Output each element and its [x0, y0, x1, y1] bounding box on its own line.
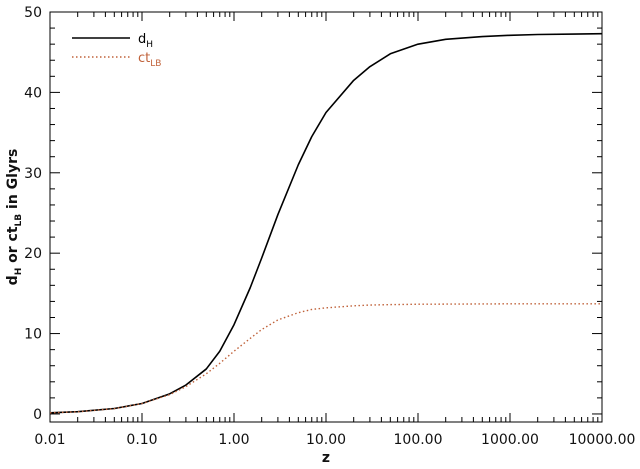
x-tick-label: 0.01 — [34, 432, 65, 448]
axis-ticks: 0.01 0.10 1.00 10.00 100.00 1000.00 10000.00 0 1… — [24, 5, 635, 448]
plot-frame — [49, 11, 603, 423]
y-tick-label: 30 — [24, 166, 42, 182]
x-tick-label: 10000.00 — [569, 432, 636, 448]
series-ctlb-line — [49, 303, 602, 414]
x-axis-title: z — [322, 450, 330, 466]
x-tick-label: 1000.00 — [481, 432, 539, 448]
series-dh-line — [49, 32, 603, 414]
x-tick-label: 0.10 — [126, 432, 157, 448]
x-tick-label: 100.00 — [394, 432, 443, 448]
y-tick-label: 20 — [24, 246, 42, 262]
y-tick-label: 50 — [24, 5, 42, 21]
y-tick-label: 10 — [24, 327, 42, 343]
y-tick-label: 40 — [24, 85, 42, 101]
x-tick-label: 1.00 — [218, 432, 249, 448]
legend: dH ctLB — [72, 32, 161, 69]
series-layer — [49, 32, 603, 414]
y-axis-title: dH or ctLB in Glyrs — [5, 149, 24, 286]
y-tick-label: 0 — [33, 407, 42, 423]
legend-label-ctlb: ctLB — [138, 51, 161, 69]
legend-label-dh: dH — [138, 32, 153, 50]
x-tick-label: 10.00 — [306, 432, 346, 448]
